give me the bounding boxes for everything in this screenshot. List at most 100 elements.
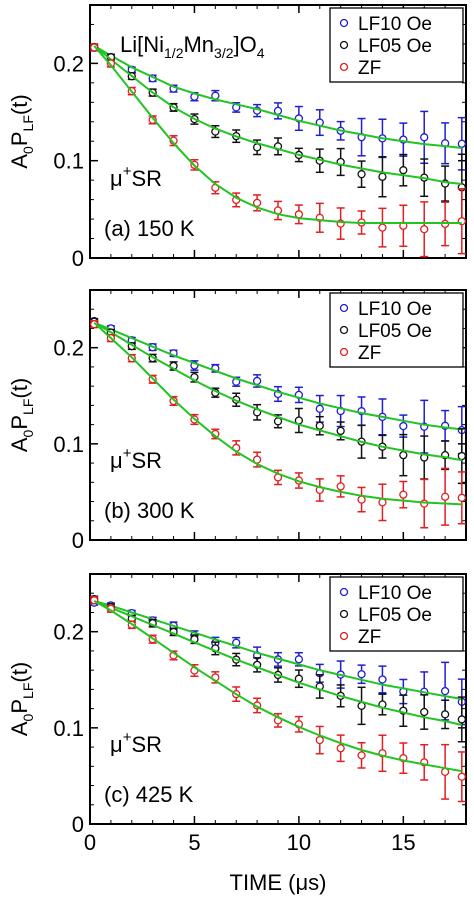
panel-label: (c) 425 K bbox=[104, 782, 194, 807]
y-axis-label-part: 0 bbox=[20, 146, 36, 154]
y-axis-label-part: LF bbox=[20, 399, 36, 415]
musr-label: μ+SR bbox=[110, 729, 162, 757]
y-axis-label-part: P bbox=[7, 415, 32, 430]
y-tick-label: 0.1 bbox=[53, 716, 84, 741]
y-tick-label: 0.1 bbox=[53, 149, 84, 174]
y-axis-label-part: 0 bbox=[20, 429, 36, 437]
data-point bbox=[420, 133, 429, 142]
data-point bbox=[440, 492, 450, 501]
legend-box bbox=[329, 576, 464, 652]
legend-marker bbox=[339, 631, 349, 641]
panel-label: (a) 150 K bbox=[104, 216, 195, 241]
fit-curve bbox=[93, 600, 462, 773]
compound-sub3: 4 bbox=[257, 45, 265, 61]
data-point bbox=[399, 421, 408, 431]
fit-curve bbox=[93, 321, 462, 462]
legend-label: LF10 Oe bbox=[358, 14, 432, 35]
data-point bbox=[440, 710, 450, 719]
series-2 bbox=[90, 317, 466, 485]
data-point bbox=[315, 404, 324, 413]
data-point bbox=[378, 223, 387, 232]
fit-curve bbox=[93, 321, 462, 431]
musr-label: μ+SR bbox=[110, 445, 162, 473]
series-1 bbox=[90, 43, 466, 171]
y-tick-label: 0 bbox=[72, 246, 84, 271]
data-point bbox=[420, 707, 429, 717]
panel-label: (b) 300 K bbox=[104, 498, 195, 523]
musr-label-part: + bbox=[123, 445, 132, 462]
data-point bbox=[399, 166, 408, 175]
x-tick-label: 5 bbox=[188, 830, 200, 855]
y-tick-label: 0.1 bbox=[53, 432, 84, 457]
y-tick-label: 0.2 bbox=[53, 336, 84, 361]
series-3 bbox=[90, 43, 466, 258]
data-point bbox=[399, 490, 408, 499]
y-axis-label-part: A bbox=[7, 154, 32, 169]
legend-label: ZF bbox=[358, 58, 381, 79]
data-point bbox=[457, 715, 466, 724]
data-point bbox=[336, 482, 345, 491]
compound-formula: Li[Ni1/2Mn3/2]O4 bbox=[120, 32, 265, 61]
fit-curve bbox=[93, 45, 462, 149]
data-point bbox=[90, 320, 99, 329]
musr-label-part: μ bbox=[110, 448, 123, 473]
data-point bbox=[457, 451, 466, 461]
x-axis-label: TIME (μs) bbox=[230, 870, 327, 895]
y-axis-label-part: 0 bbox=[20, 713, 36, 721]
compound-close: ]O bbox=[234, 32, 257, 57]
legend-marker bbox=[339, 303, 349, 313]
musr-label-part: μ bbox=[110, 166, 123, 191]
y-axis-label-part: LF bbox=[20, 683, 36, 699]
fit-curve bbox=[93, 321, 462, 506]
y-tick-label: 0.2 bbox=[53, 51, 84, 76]
musr-label-part: SR bbox=[131, 732, 162, 757]
legend-label: LF05 Oe bbox=[358, 36, 432, 57]
legend-box bbox=[329, 292, 464, 368]
data-point bbox=[357, 751, 366, 760]
y-axis-label: A0PLF(t) bbox=[7, 378, 36, 452]
legend-label: LF05 Oe bbox=[358, 321, 432, 342]
x-tick-label: 10 bbox=[287, 830, 311, 855]
legend-box bbox=[329, 7, 464, 83]
data-point bbox=[457, 139, 466, 148]
y-axis-label-part: A bbox=[7, 721, 32, 736]
data-point bbox=[336, 744, 345, 753]
y-axis-label: A0PLF(t) bbox=[7, 94, 36, 168]
data-point bbox=[420, 225, 429, 234]
data-point bbox=[294, 655, 304, 664]
musr-label-part: SR bbox=[131, 448, 162, 473]
legend-label: ZF bbox=[358, 627, 381, 648]
y-tick-label: 0 bbox=[72, 528, 84, 553]
y-tick-label: 0.2 bbox=[53, 620, 84, 645]
legend-marker bbox=[339, 62, 349, 72]
y-axis-label-part: LF bbox=[20, 115, 36, 131]
x-tick-label: 15 bbox=[391, 830, 415, 855]
data-point bbox=[399, 451, 408, 460]
fit-curve bbox=[93, 45, 462, 224]
y-tick-label: 0 bbox=[72, 812, 84, 837]
legend-label: LF05 Oe bbox=[358, 605, 432, 626]
y-axis-label-part: (t) bbox=[7, 378, 32, 399]
y-axis-label-part: P bbox=[7, 699, 32, 714]
musr-label-part: + bbox=[123, 163, 132, 180]
data-point bbox=[440, 686, 450, 696]
y-axis-label-part: P bbox=[7, 131, 32, 146]
y-axis-label: A0PLF(t) bbox=[7, 662, 36, 736]
legend-marker bbox=[339, 325, 349, 335]
fit-curve bbox=[93, 599, 463, 726]
legend-label: ZF bbox=[358, 343, 381, 364]
x-tick-label: 0 bbox=[84, 830, 96, 855]
musr-label-part: SR bbox=[131, 166, 162, 191]
legend-label: LF10 Oe bbox=[358, 583, 432, 604]
legend-marker bbox=[339, 609, 349, 619]
data-point bbox=[315, 421, 324, 430]
legend-marker bbox=[339, 18, 349, 28]
y-axis-label-part: (t) bbox=[7, 662, 32, 683]
legend-marker bbox=[339, 587, 349, 597]
y-axis-label-part: A bbox=[7, 437, 32, 452]
